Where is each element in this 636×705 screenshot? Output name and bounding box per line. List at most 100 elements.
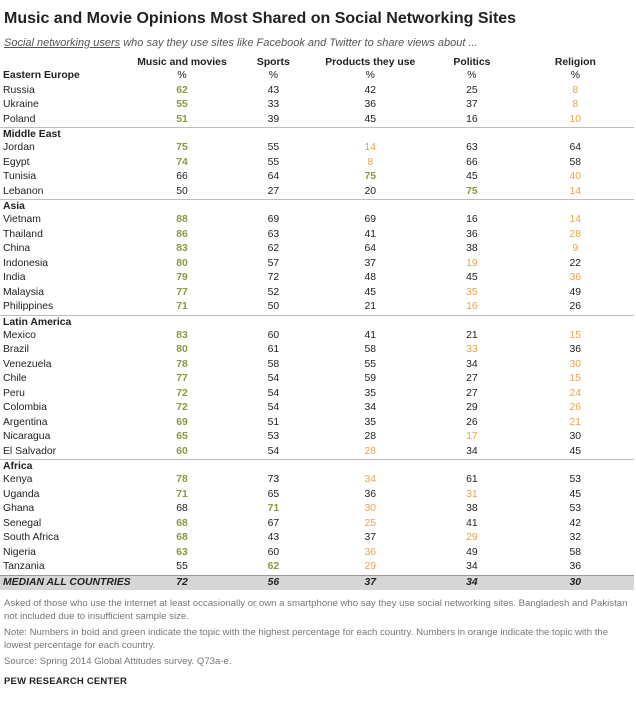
region-label: Asia (0, 199, 131, 213)
value-cell: 40 (569, 171, 582, 182)
value-cell: 57 (267, 257, 280, 269)
value-cell: 86 (176, 228, 188, 240)
value-cell: 72 (267, 272, 280, 283)
value-cell: 16 (466, 113, 478, 125)
value-cell: 53 (267, 431, 280, 442)
value-cell: 27 (466, 387, 478, 399)
value-cell: 62 (176, 84, 188, 96)
value-cell: 65 (176, 431, 188, 442)
subtitle: Social networking users who say they use… (4, 37, 478, 49)
value-cell: 61 (466, 474, 478, 485)
country-name: Philippines (3, 301, 54, 312)
value-cell: 29 (466, 532, 478, 543)
value-cell: 54 (267, 373, 280, 384)
value-cell: 42 (364, 84, 377, 96)
value-cell: 48 (364, 272, 377, 283)
table-row: China 83 62 64 38 9 (0, 242, 634, 257)
median-value: 72 (130, 574, 234, 590)
empty-cell (427, 199, 517, 213)
value-cell: 34 (466, 358, 478, 370)
median-value: 56 (233, 574, 314, 590)
value-cell: 62 (267, 561, 280, 572)
region-label: Eastern Europe (3, 70, 80, 81)
value-cell: 52 (267, 286, 280, 298)
value-cell: 34 (364, 474, 377, 485)
value-cell: 31 (466, 488, 478, 500)
value-cell: 51 (267, 416, 280, 428)
country-name: El Salvador (3, 445, 57, 457)
value-cell: 45 (569, 445, 582, 457)
header-music-and-movies: Music and movies (137, 57, 227, 68)
table-row: Poland 51 39 45 16 10 (0, 113, 634, 128)
value-cell: 25 (466, 84, 478, 96)
country-name: Malaysia (3, 286, 44, 298)
value-cell: 9 (572, 243, 579, 254)
value-cell: 34 (466, 561, 478, 572)
table-row: Jordan 75 55 14 63 64 (0, 141, 634, 156)
value-cell: 28 (364, 431, 377, 442)
empty-cell (516, 314, 634, 329)
empty-cell (233, 127, 314, 141)
value-cell: 36 (466, 228, 478, 240)
median-label: MEDIAN ALL COUNTRIES (0, 574, 131, 590)
value-cell: 58 (267, 358, 280, 370)
value-cell: 69 (267, 214, 280, 225)
empty-cell (516, 459, 634, 473)
value-cell: 79 (176, 272, 188, 283)
table-body: Eastern Europe%%%%% Russia 62 43 42 25 8 Ukrain… (0, 69, 634, 590)
median-row: MEDIAN ALL COUNTRIES 72 56 37 34 30 (0, 574, 634, 590)
value-cell: 36 (569, 344, 582, 355)
value-cell: 54 (267, 387, 280, 399)
footnote-color-key: Note: Numbers in bold and green indicate… (4, 627, 609, 651)
value-cell: 35 (364, 387, 377, 399)
empty-cell (130, 314, 234, 329)
value-cell: 43 (267, 84, 280, 96)
value-cell: 64 (569, 142, 582, 153)
empty-cell (313, 127, 428, 141)
region-row: Asia (0, 199, 634, 213)
value-cell: 24 (569, 387, 582, 399)
value-cell: 50 (176, 185, 188, 197)
value-cell: 30 (569, 431, 582, 442)
value-cell: 26 (569, 402, 582, 413)
country-name: Jordan (3, 142, 35, 153)
table-row: Uganda 71 65 36 31 45 (0, 488, 634, 503)
empty-cell (233, 459, 314, 473)
country-name: Senegal (3, 517, 42, 529)
value-cell: 63 (267, 228, 280, 240)
value-cell: 55 (364, 358, 377, 370)
empty-cell (313, 314, 428, 329)
value-cell: 77 (176, 373, 188, 384)
table-row: Tanzania 55 62 29 34 36 (0, 560, 634, 575)
value-cell: 55 (176, 561, 188, 572)
value-cell: 51 (176, 113, 188, 125)
empty-cell (130, 459, 234, 473)
pct-symbol: % (268, 70, 278, 81)
median-value: 37 (313, 574, 428, 590)
table-row: Brazil 80 61 58 33 36 (0, 343, 634, 358)
footnotes: Asked of those who use the internet at l… (4, 598, 630, 673)
value-cell: 66 (176, 171, 188, 182)
value-cell: 35 (364, 416, 377, 428)
region-label: Africa (0, 459, 131, 473)
value-cell: 53 (569, 474, 582, 485)
value-cell: 26 (569, 301, 582, 312)
value-cell: 14 (569, 214, 582, 225)
country-name: Tunisia (3, 171, 37, 182)
table-row: Ukraine 55 33 36 37 8 (0, 98, 634, 113)
pct-symbol: % (365, 70, 375, 81)
value-cell: 41 (364, 228, 377, 240)
country-name: Ghana (3, 503, 35, 514)
page-title: Music and Movie Opinions Most Shared on … (4, 10, 517, 27)
value-cell: 67 (267, 517, 280, 529)
value-cell: 38 (466, 243, 478, 254)
country-name: India (3, 272, 26, 283)
value-cell: 14 (569, 185, 582, 197)
median-value: 34 (427, 574, 517, 590)
value-cell: 58 (569, 156, 582, 168)
footnote-source: Source: Spring 2014 Global Attitudes sur… (4, 656, 232, 667)
country-name: Ukraine (3, 99, 39, 110)
table-row: Indonesia 80 57 37 19 22 (0, 257, 634, 272)
table-row: Philippines 71 50 21 16 26 (0, 300, 634, 315)
pct-symbol: % (177, 70, 187, 81)
